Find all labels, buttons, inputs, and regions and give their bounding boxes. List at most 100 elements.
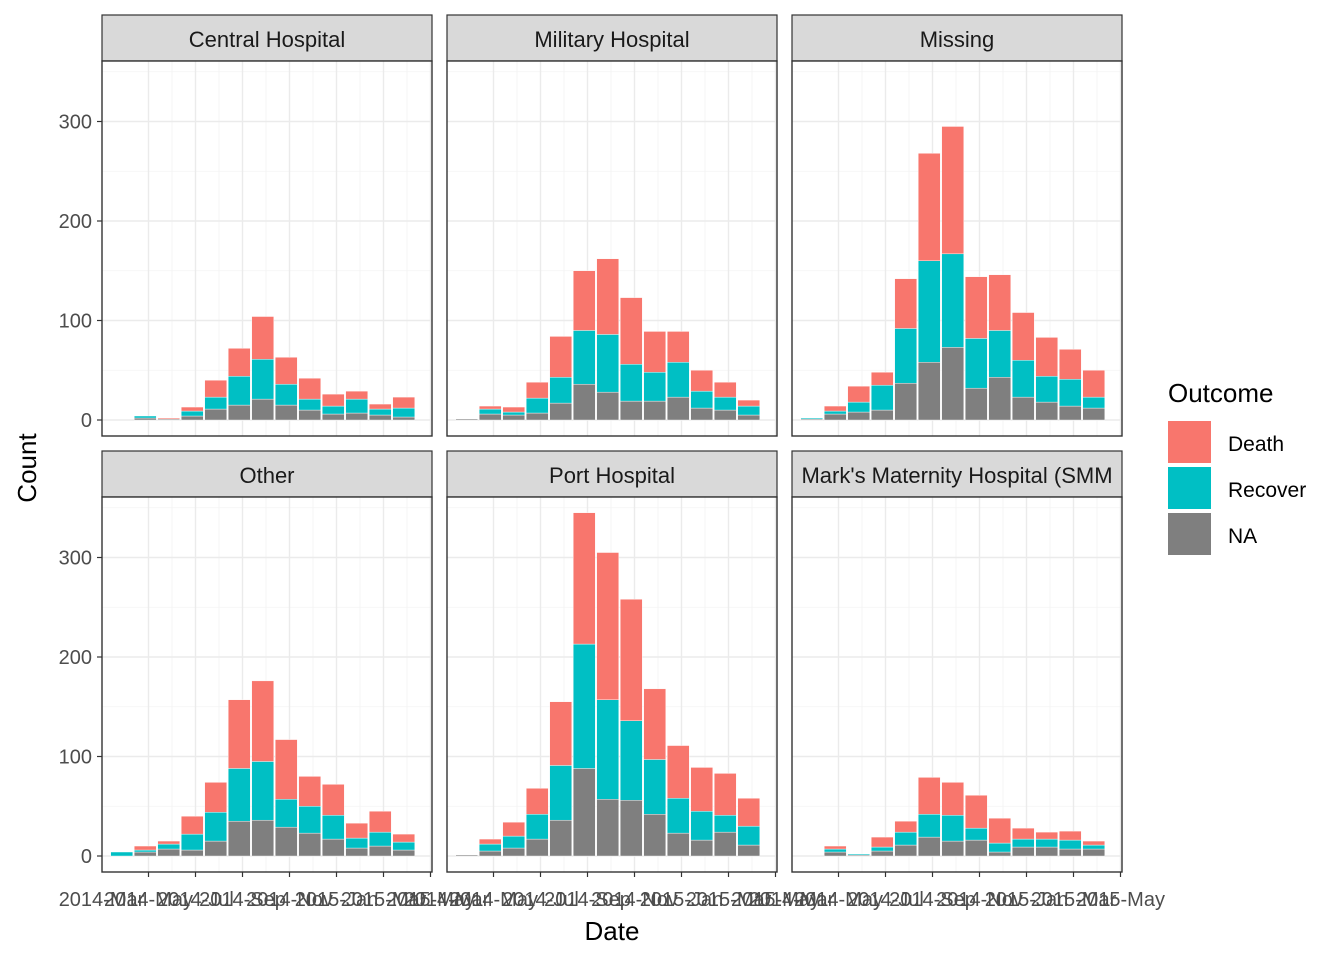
bar-segment-recover <box>479 408 502 415</box>
bar-segment-na <box>181 849 204 857</box>
bar-segment-recover <box>643 372 666 402</box>
bar-segment-death <box>526 788 549 815</box>
bar-segment-na <box>643 400 666 421</box>
bar-segment-death <box>824 405 847 412</box>
bar-segment-death <box>479 838 502 845</box>
bar-segment-death <box>690 370 713 392</box>
bar-segment-death <box>1012 827 1035 840</box>
bar-segment-death <box>134 845 157 851</box>
bar-segment-recover <box>714 396 737 411</box>
bar-segment-na <box>134 851 157 857</box>
x-axis: 2014-Mar2014-May2014-Jul2014-Sep2014-Nov… <box>59 872 1165 911</box>
bar-segment-death <box>596 258 619 335</box>
bar-segment-death <box>737 798 760 827</box>
bar-segment-death <box>157 840 180 845</box>
bar-segment-na <box>392 849 415 857</box>
facet-strip-label: Port Hospital <box>549 463 675 488</box>
bar-segment-death <box>322 393 345 407</box>
bar-segment-recover <box>918 814 941 838</box>
facet-strip <box>446 14 778 62</box>
bar-segment-recover <box>369 831 392 847</box>
bar-segment-recover <box>620 364 643 402</box>
bar-segment-death <box>1012 312 1035 361</box>
bar-segment-recover <box>824 848 847 853</box>
bar-segment-recover <box>941 815 964 842</box>
bar-segment-recover <box>392 841 415 851</box>
bar-segment-na <box>1012 846 1035 857</box>
x-tick-label: 2014-Mar <box>404 889 490 911</box>
bar-segment-na <box>1059 848 1082 857</box>
bar-segment-death <box>988 274 1011 331</box>
facet-strip-label: Military Hospital <box>534 27 689 52</box>
bar-segment-na <box>157 848 180 857</box>
x-tick-label: 2014-Jul <box>157 889 234 911</box>
bar-segment-recover <box>369 408 392 416</box>
x-tick-label: 2015-May <box>386 889 475 911</box>
bar-segment-death <box>345 822 368 839</box>
legend-title: Outcome <box>1168 378 1274 408</box>
bar-segment-death <box>871 372 894 386</box>
bar-segment-na <box>298 832 321 857</box>
bar-segment-recover <box>667 798 690 834</box>
bar-segment-na <box>824 851 847 857</box>
bar-segment-na <box>134 417 157 421</box>
bar-segment-na <box>894 382 917 421</box>
legend-key-recover <box>1168 467 1211 509</box>
bar-segment-recover <box>110 851 133 857</box>
x-tick-label: 2014-Jul <box>502 889 579 911</box>
bar-segment-na <box>345 847 368 857</box>
bar-segment-na <box>847 411 870 421</box>
bar-segment-death <box>526 381 549 399</box>
facet-strip <box>101 14 433 62</box>
bar-segment-na <box>620 800 643 857</box>
bar-segment-na <box>322 838 345 857</box>
bar-segment-recover <box>737 825 760 846</box>
x-tick-label: 2015-Mar <box>1031 889 1117 911</box>
bar-segment-death <box>275 739 298 800</box>
bar-segment-recover <box>714 815 737 833</box>
bar-segment-death <box>1059 830 1082 841</box>
bar-segment-na <box>824 413 847 421</box>
bar-segment-na <box>181 415 204 421</box>
bar-segment-recover <box>1012 360 1035 398</box>
bar-segment-na <box>204 408 227 421</box>
bar-segment-na <box>667 832 690 857</box>
bar-segment-na <box>988 851 1011 857</box>
bar-segment-na <box>479 413 502 421</box>
bar-segment-recover <box>573 643 596 769</box>
x-tick-label: 2014-Nov <box>246 889 333 911</box>
bar-segment-recover <box>667 362 690 398</box>
bar-segment-death <box>965 276 988 339</box>
bar-segment-death <box>392 396 415 409</box>
panel-border <box>446 496 778 873</box>
x-tick-label: 2014-Mar <box>59 889 145 911</box>
bar-segment-recover <box>181 410 204 417</box>
bar-segment-na <box>620 400 643 421</box>
bar-segment-recover <box>690 390 713 409</box>
bar-segment-na <box>714 409 737 421</box>
bar-segment-recover <box>502 835 525 849</box>
facet-panels: Central Hospital Military Hospital Missing… <box>101 14 1123 873</box>
bar-segment-death <box>479 405 502 410</box>
bar-segment-na <box>965 387 988 421</box>
bar-segment-death <box>275 357 298 385</box>
bar-segment-death <box>549 336 572 378</box>
x-tick-label: 2014-May <box>449 889 538 911</box>
bar-segment-death <box>298 776 321 807</box>
bar-segment-recover <box>345 837 368 849</box>
bar-segment-na <box>502 414 525 421</box>
facet-panel: Other <box>101 450 433 873</box>
bar-segment-death <box>894 820 917 833</box>
bar-segment-death <box>620 599 643 721</box>
facet-strip-label: Mark's Maternity Hospital (SMM <box>801 463 1112 488</box>
bar-segment-na <box>369 845 392 857</box>
bar-segment-recover <box>1012 838 1035 848</box>
bar-segment-death <box>298 378 321 400</box>
bar-segment-death <box>181 816 204 835</box>
facet-panel: Central Hospital <box>101 14 433 437</box>
bar-segment-recover <box>596 699 619 800</box>
bar-segment-na <box>988 377 1011 421</box>
bar-segment-recover <box>965 827 988 841</box>
bar-segment-recover <box>847 401 870 413</box>
